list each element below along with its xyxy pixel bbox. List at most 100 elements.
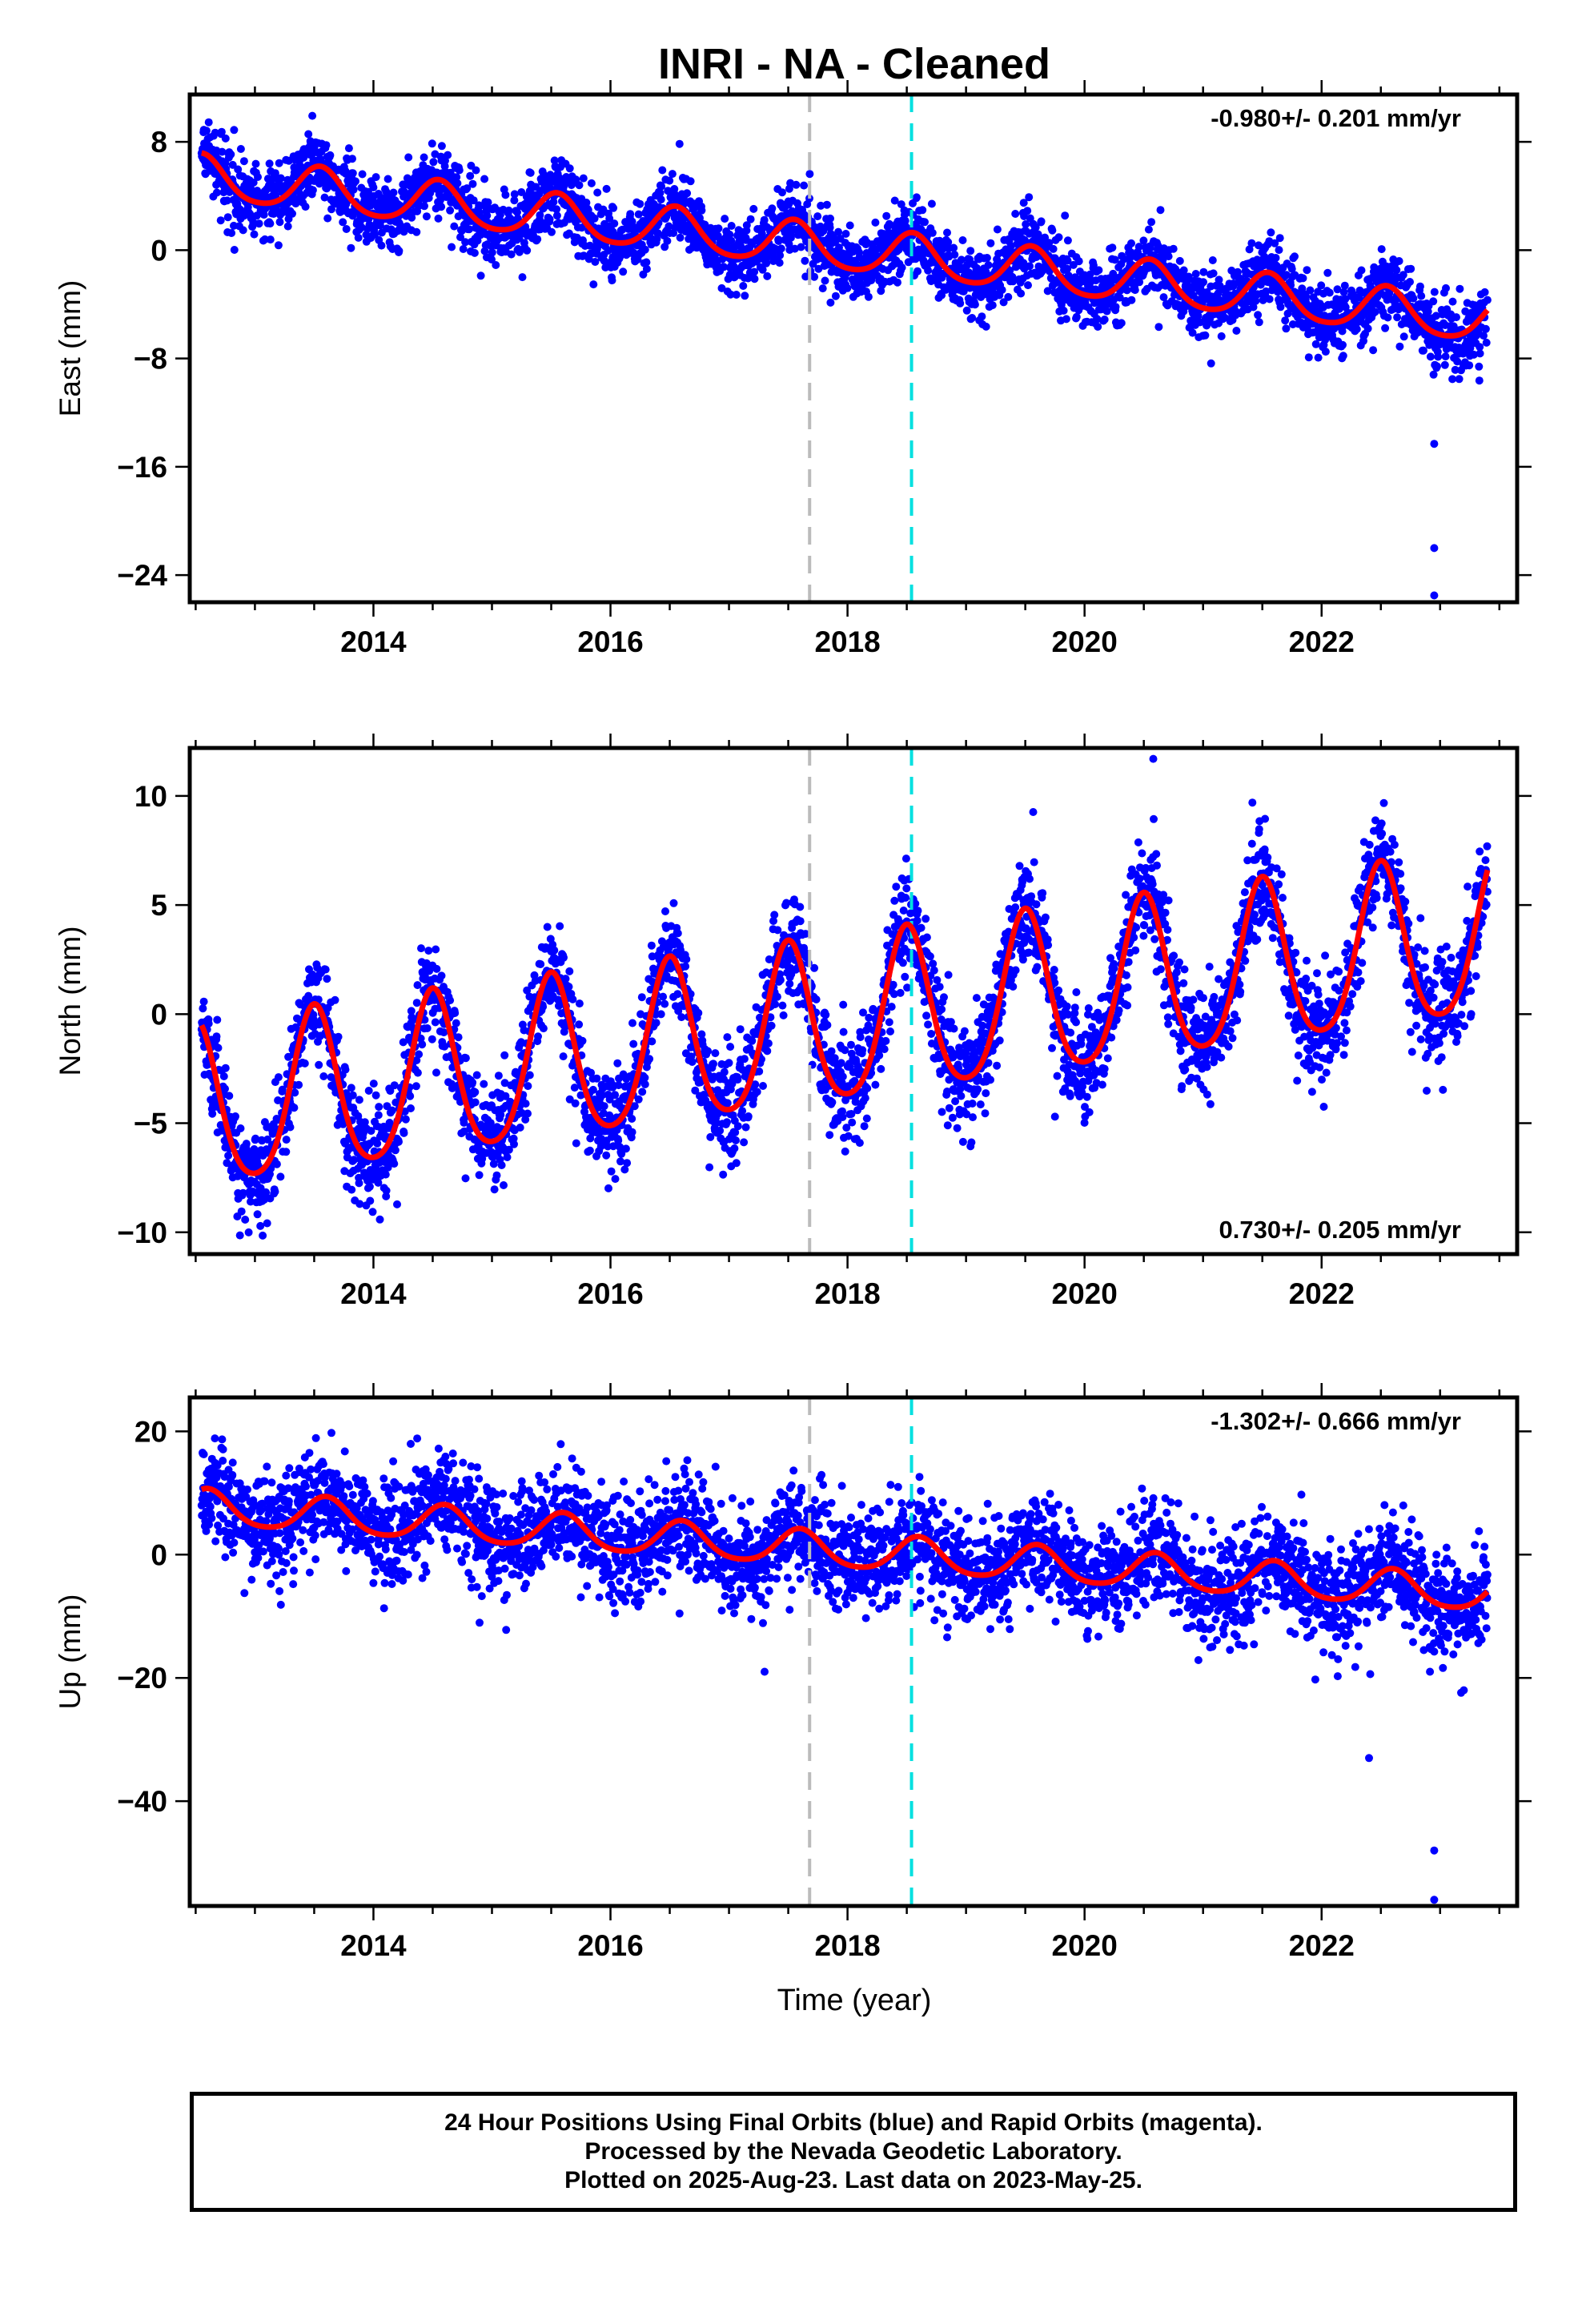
data-point-east — [523, 246, 532, 255]
data-point-east — [732, 291, 741, 299]
data-point-east — [1072, 312, 1081, 321]
data-point-east — [988, 301, 997, 310]
data-point-east — [452, 173, 461, 182]
model-fit-line-east — [201, 150, 1490, 339]
data-point-north — [407, 1104, 415, 1112]
data-point-north — [432, 945, 440, 954]
data-point-east — [1429, 370, 1438, 379]
data-point-east — [676, 233, 685, 242]
data-point-east — [658, 166, 667, 175]
data-point-east — [255, 219, 263, 228]
data-point-east — [1442, 283, 1450, 292]
data-point-north — [319, 1072, 328, 1080]
data-point-east — [609, 203, 618, 212]
data-point-east — [763, 271, 772, 280]
data-point-north — [243, 1145, 251, 1154]
data-point-east — [1022, 220, 1030, 228]
data-point-north — [412, 999, 421, 1007]
data-point-east — [999, 298, 1008, 307]
data-point-east — [472, 166, 480, 175]
data-point-north — [382, 1186, 391, 1195]
data-point-east — [308, 111, 317, 120]
data-point-east — [436, 196, 444, 205]
data-point-east — [1303, 266, 1311, 275]
data-point-east — [928, 228, 937, 237]
data-point-north — [375, 1215, 384, 1224]
data-point-east — [579, 174, 588, 183]
data-point-east — [882, 211, 891, 220]
data-point-north — [386, 1087, 395, 1096]
data-point-east — [552, 211, 561, 220]
data-point-north — [440, 1028, 448, 1037]
data-point-east — [1054, 233, 1063, 242]
data-point-east — [1267, 228, 1275, 237]
y-tick-label-east: 0 — [151, 234, 167, 267]
data-point-east — [986, 239, 995, 247]
data-point-east — [422, 212, 431, 221]
data-point-east — [1245, 245, 1254, 254]
data-point-east — [697, 206, 706, 215]
data-point-east — [371, 230, 379, 239]
data-point-north — [418, 1040, 427, 1049]
data-point-east — [665, 176, 674, 185]
data-point-north — [600, 1102, 608, 1111]
data-point-east — [1026, 262, 1034, 271]
data-point-east — [1304, 353, 1313, 362]
data-point-east — [434, 214, 443, 223]
data-point-east — [455, 166, 464, 175]
data-point-north — [420, 1015, 429, 1024]
data-point-north — [570, 1084, 579, 1092]
data-point-north — [271, 1188, 279, 1196]
data-point-east — [893, 278, 901, 287]
data-point-east — [230, 126, 239, 135]
data-point-east — [320, 193, 329, 202]
data-point-east — [395, 247, 404, 255]
data-point-east — [1448, 297, 1457, 306]
data-point-north — [524, 1082, 532, 1091]
data-point-east — [1006, 242, 1015, 251]
data-point-east — [1392, 266, 1401, 275]
data-point-east — [444, 151, 452, 159]
data-point-north — [564, 983, 573, 991]
data-point-east — [276, 174, 285, 183]
data-point-north — [237, 1207, 246, 1216]
data-point-east — [1434, 352, 1443, 361]
data-point-east — [750, 275, 759, 283]
data-point-east — [993, 225, 1002, 234]
data-point-east — [1025, 193, 1034, 202]
data-point-east — [480, 175, 489, 183]
data-point-east — [1455, 375, 1464, 384]
data-point-east — [897, 200, 905, 209]
data-point-east — [1134, 243, 1143, 251]
data-point-north — [637, 993, 646, 1002]
data-point-north — [350, 1156, 358, 1164]
data-point-east — [470, 248, 479, 257]
data-point-north — [504, 1145, 513, 1154]
data-point-north — [648, 1037, 656, 1046]
data-point-east — [1023, 207, 1032, 215]
data-point-east — [1108, 243, 1117, 252]
data-point-north — [602, 1151, 611, 1160]
data-point-north — [460, 1119, 468, 1127]
data-point-east — [1381, 324, 1390, 332]
data-point-east — [344, 144, 353, 153]
data-point-east — [465, 225, 473, 234]
data-point-east — [1395, 257, 1403, 265]
data-point-east — [1111, 303, 1120, 312]
data-point-east — [217, 127, 226, 136]
data-point-east — [982, 254, 991, 262]
data-point-east — [1179, 266, 1188, 275]
data-point-east — [1217, 332, 1226, 340]
data-point-north — [524, 1109, 532, 1118]
data-point-east — [446, 206, 455, 215]
data-point-east — [1440, 360, 1449, 369]
data-point-east — [369, 183, 378, 191]
data-point-east — [1059, 306, 1068, 315]
data-point-north — [428, 1035, 436, 1043]
data-point-north — [503, 1153, 512, 1161]
data-point-east — [978, 312, 986, 321]
data-point-east — [777, 244, 785, 253]
data-point-east — [834, 227, 843, 236]
data-point-east — [1247, 239, 1256, 247]
